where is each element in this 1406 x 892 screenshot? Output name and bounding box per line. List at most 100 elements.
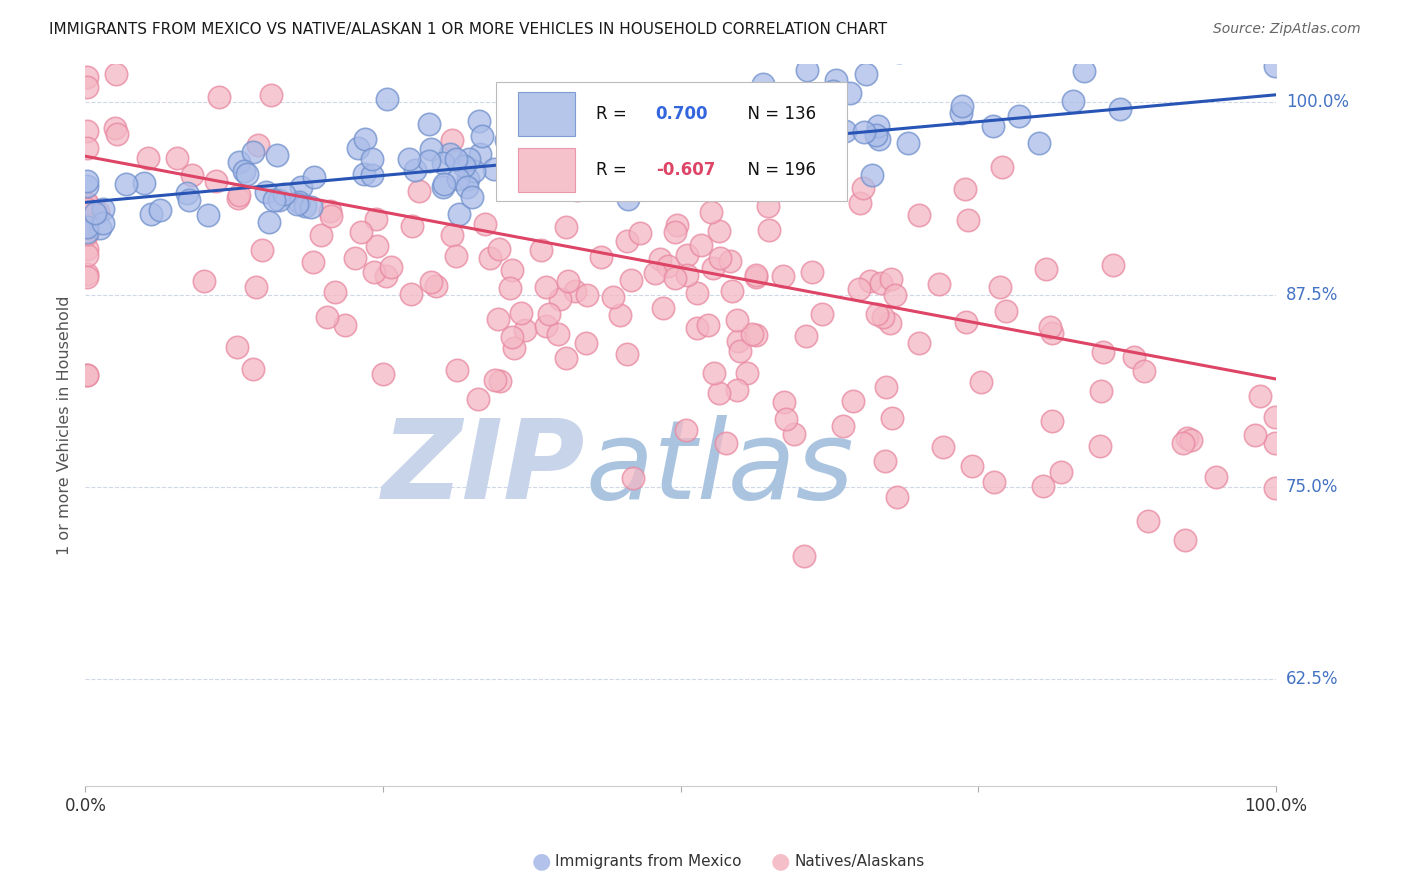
Point — [988, 280, 1011, 294]
Point — [842, 394, 865, 409]
Point — [193, 274, 215, 288]
Point — [1171, 436, 1194, 450]
Text: N = 196: N = 196 — [737, 161, 815, 179]
Point — [596, 116, 619, 130]
Point — [321, 210, 343, 224]
Point — [548, 292, 571, 306]
Point — [84, 206, 107, 220]
Point — [408, 184, 430, 198]
Text: 0.700: 0.700 — [655, 105, 709, 123]
Point — [707, 386, 730, 401]
Point — [1175, 431, 1198, 445]
Point — [1249, 388, 1271, 402]
Point — [839, 86, 862, 100]
Point — [702, 260, 724, 275]
Text: ●: ● — [770, 852, 790, 871]
Point — [347, 141, 370, 155]
Point — [1108, 102, 1130, 116]
Point — [446, 363, 468, 377]
Point — [290, 179, 312, 194]
Point — [76, 248, 98, 262]
Point — [801, 265, 824, 279]
Point — [501, 262, 523, 277]
Point — [700, 205, 723, 219]
Point — [396, 36, 419, 50]
Point — [76, 227, 98, 241]
Point — [602, 290, 624, 304]
Point — [1244, 428, 1267, 442]
Point — [730, 134, 752, 148]
Point — [824, 73, 846, 87]
Point — [755, 124, 778, 138]
Point — [564, 284, 586, 298]
Point — [983, 475, 1005, 489]
Point — [664, 270, 686, 285]
Point — [957, 213, 980, 227]
Point — [432, 156, 454, 170]
Point — [811, 307, 834, 321]
Text: ZIP: ZIP — [382, 415, 585, 522]
Point — [548, 153, 571, 168]
Point — [260, 87, 283, 102]
Point — [257, 215, 280, 229]
Point — [783, 427, 806, 442]
Point — [254, 185, 277, 199]
Point — [87, 205, 110, 219]
Point — [718, 157, 741, 171]
Point — [536, 159, 558, 173]
Point — [207, 90, 229, 104]
Point — [501, 151, 523, 165]
Point — [377, 92, 399, 106]
Point — [711, 112, 734, 126]
Point — [311, 228, 333, 243]
Point — [609, 308, 631, 322]
Point — [848, 195, 870, 210]
Point — [197, 208, 219, 222]
Point — [515, 322, 537, 336]
Point — [343, 251, 366, 265]
Point — [758, 223, 780, 237]
Point — [1040, 414, 1063, 428]
Text: R =: R = — [596, 161, 633, 179]
Point — [534, 319, 557, 334]
Point — [616, 234, 638, 248]
Point — [578, 164, 600, 178]
Point — [519, 176, 541, 190]
Point — [353, 167, 375, 181]
Point — [439, 147, 461, 161]
Point — [657, 259, 679, 273]
Point — [361, 152, 384, 166]
Text: -0.607: -0.607 — [655, 161, 716, 179]
Point — [745, 328, 768, 343]
Point — [420, 143, 443, 157]
Point — [676, 268, 699, 283]
Point — [751, 178, 773, 193]
Point — [707, 150, 730, 164]
Point — [804, 155, 827, 169]
Point — [727, 334, 749, 348]
Point — [644, 266, 666, 280]
Point — [440, 227, 463, 242]
Point — [299, 200, 322, 214]
Point — [205, 174, 228, 188]
Point — [697, 173, 720, 187]
Point — [263, 194, 285, 208]
Point — [652, 95, 675, 110]
Point — [886, 490, 908, 504]
Point — [530, 243, 553, 257]
Point — [714, 436, 737, 450]
Point — [513, 146, 536, 161]
Point — [773, 395, 796, 409]
Point — [486, 312, 509, 326]
Point — [785, 154, 807, 169]
Point — [236, 167, 259, 181]
Point — [884, 288, 907, 302]
Text: Natives/Alaskans: Natives/Alaskans — [794, 855, 925, 869]
Point — [316, 310, 339, 325]
Point — [76, 225, 98, 239]
Point — [457, 172, 479, 186]
Point — [252, 243, 274, 257]
Point — [444, 152, 467, 166]
Text: R =: R = — [596, 105, 633, 123]
Point — [860, 168, 883, 182]
